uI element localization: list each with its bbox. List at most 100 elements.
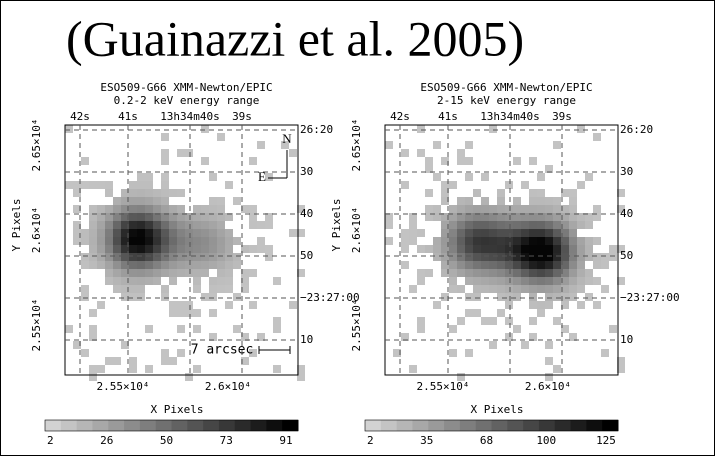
- image-pixel: [545, 277, 553, 285]
- image-pixel: [553, 229, 561, 237]
- image-pixel: [129, 181, 137, 189]
- image-pixel: [265, 221, 273, 229]
- image-pixel: [129, 205, 137, 213]
- colorbar-step: [523, 420, 539, 431]
- image-pixel: [457, 197, 465, 205]
- image-pixel: [105, 253, 113, 261]
- ra-tick-label: 39s: [552, 110, 572, 123]
- image-pixel: [473, 245, 481, 253]
- image-pixel: [137, 173, 145, 181]
- colorbar-step: [602, 420, 618, 431]
- image-pixel: [209, 237, 217, 245]
- image-pixel: [105, 277, 113, 285]
- image-pixel: [81, 237, 89, 245]
- image-pixel: [209, 285, 217, 293]
- image-pixel: [505, 301, 513, 309]
- image-pixel: [409, 237, 417, 245]
- image-pixel: [113, 253, 121, 261]
- image-pixel: [145, 325, 153, 333]
- image-pixel: [473, 229, 481, 237]
- colorbar-step: [412, 420, 428, 431]
- image-pixel: [81, 293, 89, 301]
- image-pixel: [225, 245, 233, 253]
- image-pixel: [201, 253, 209, 261]
- image-pixel: [137, 277, 145, 285]
- image-pixel: [569, 229, 577, 237]
- image-pixel: [449, 253, 457, 261]
- image-pixel: [537, 261, 545, 269]
- image-pixel: [513, 277, 521, 285]
- image-pixel: [577, 221, 585, 229]
- image-pixel: [97, 365, 105, 373]
- image-pixel: [209, 205, 217, 213]
- y-tick-label: 2.6×10⁴: [350, 207, 363, 253]
- image-pixel: [585, 221, 593, 229]
- image-pixel: [449, 205, 457, 213]
- colorbar-step: [124, 420, 140, 431]
- image-pixel: [489, 237, 497, 245]
- image-pixel: [265, 173, 273, 181]
- image-pixel: [545, 197, 553, 205]
- image-pixel: [481, 221, 489, 229]
- image-pixel: [577, 125, 585, 133]
- image-pixel: [217, 229, 225, 237]
- image-pixel: [529, 253, 537, 261]
- image-pixel: [401, 149, 409, 157]
- image-pixel: [185, 309, 193, 317]
- image-pixel: [225, 261, 233, 269]
- image-pixel: [529, 301, 537, 309]
- image-pixel: [537, 189, 545, 197]
- image-pixel: [545, 269, 553, 277]
- image-pixel: [169, 357, 177, 365]
- panel-title: 0.2-2 keV energy range: [114, 94, 260, 107]
- image-pixel: [457, 261, 465, 269]
- image-pixel: [137, 285, 145, 293]
- image-pixel: [577, 277, 585, 285]
- image-pixel: [233, 197, 241, 205]
- image-pixel: [153, 253, 161, 261]
- image-pixel: [89, 325, 97, 333]
- panel-title: ESO509-G66 XMM-Newton/EPIC: [420, 81, 592, 94]
- image-pixel: [105, 229, 113, 237]
- image-pixel: [417, 317, 425, 325]
- image-pixel: [425, 189, 433, 197]
- image-pixel: [489, 221, 497, 229]
- image-pixel: [161, 157, 169, 165]
- image-pixel: [153, 205, 161, 213]
- ra-tick-label: 42s: [70, 110, 90, 123]
- image-pixel: [529, 277, 537, 285]
- image-pixel: [169, 269, 177, 277]
- image-pixel: [193, 229, 201, 237]
- image-pixel: [521, 269, 529, 277]
- image-pixel: [513, 229, 521, 237]
- image-pixel: [385, 221, 393, 229]
- image-pixel: [129, 293, 137, 301]
- image-pixel: [577, 245, 585, 253]
- image-pixel: [473, 221, 481, 229]
- image-pixel: [137, 293, 145, 301]
- image-pixel: [497, 245, 505, 253]
- image-pixel: [553, 317, 561, 325]
- image-pixel: [97, 261, 105, 269]
- image-pixel: [217, 245, 225, 253]
- image-pixel: [433, 141, 441, 149]
- image-pixel: [537, 253, 545, 261]
- image-pixel: [497, 285, 505, 293]
- image-pixel: [169, 221, 177, 229]
- image-pixel: [473, 237, 481, 245]
- image-pixel: [489, 125, 497, 133]
- image-pixel: [433, 237, 441, 245]
- image-pixel: [521, 341, 529, 349]
- image-pixel: [577, 269, 585, 277]
- image-pixel: [553, 253, 561, 261]
- image-pixel: [553, 365, 561, 373]
- image-pixel: [481, 317, 489, 325]
- image-pixel: [521, 221, 529, 229]
- image-pixel: [233, 237, 241, 245]
- ra-tick-label: 39s: [232, 110, 252, 123]
- image-pixel: [185, 301, 193, 309]
- compass-east: E: [258, 169, 266, 184]
- image-pixel: [217, 285, 225, 293]
- image-pixel: [113, 245, 121, 253]
- image-pixel: [457, 253, 465, 261]
